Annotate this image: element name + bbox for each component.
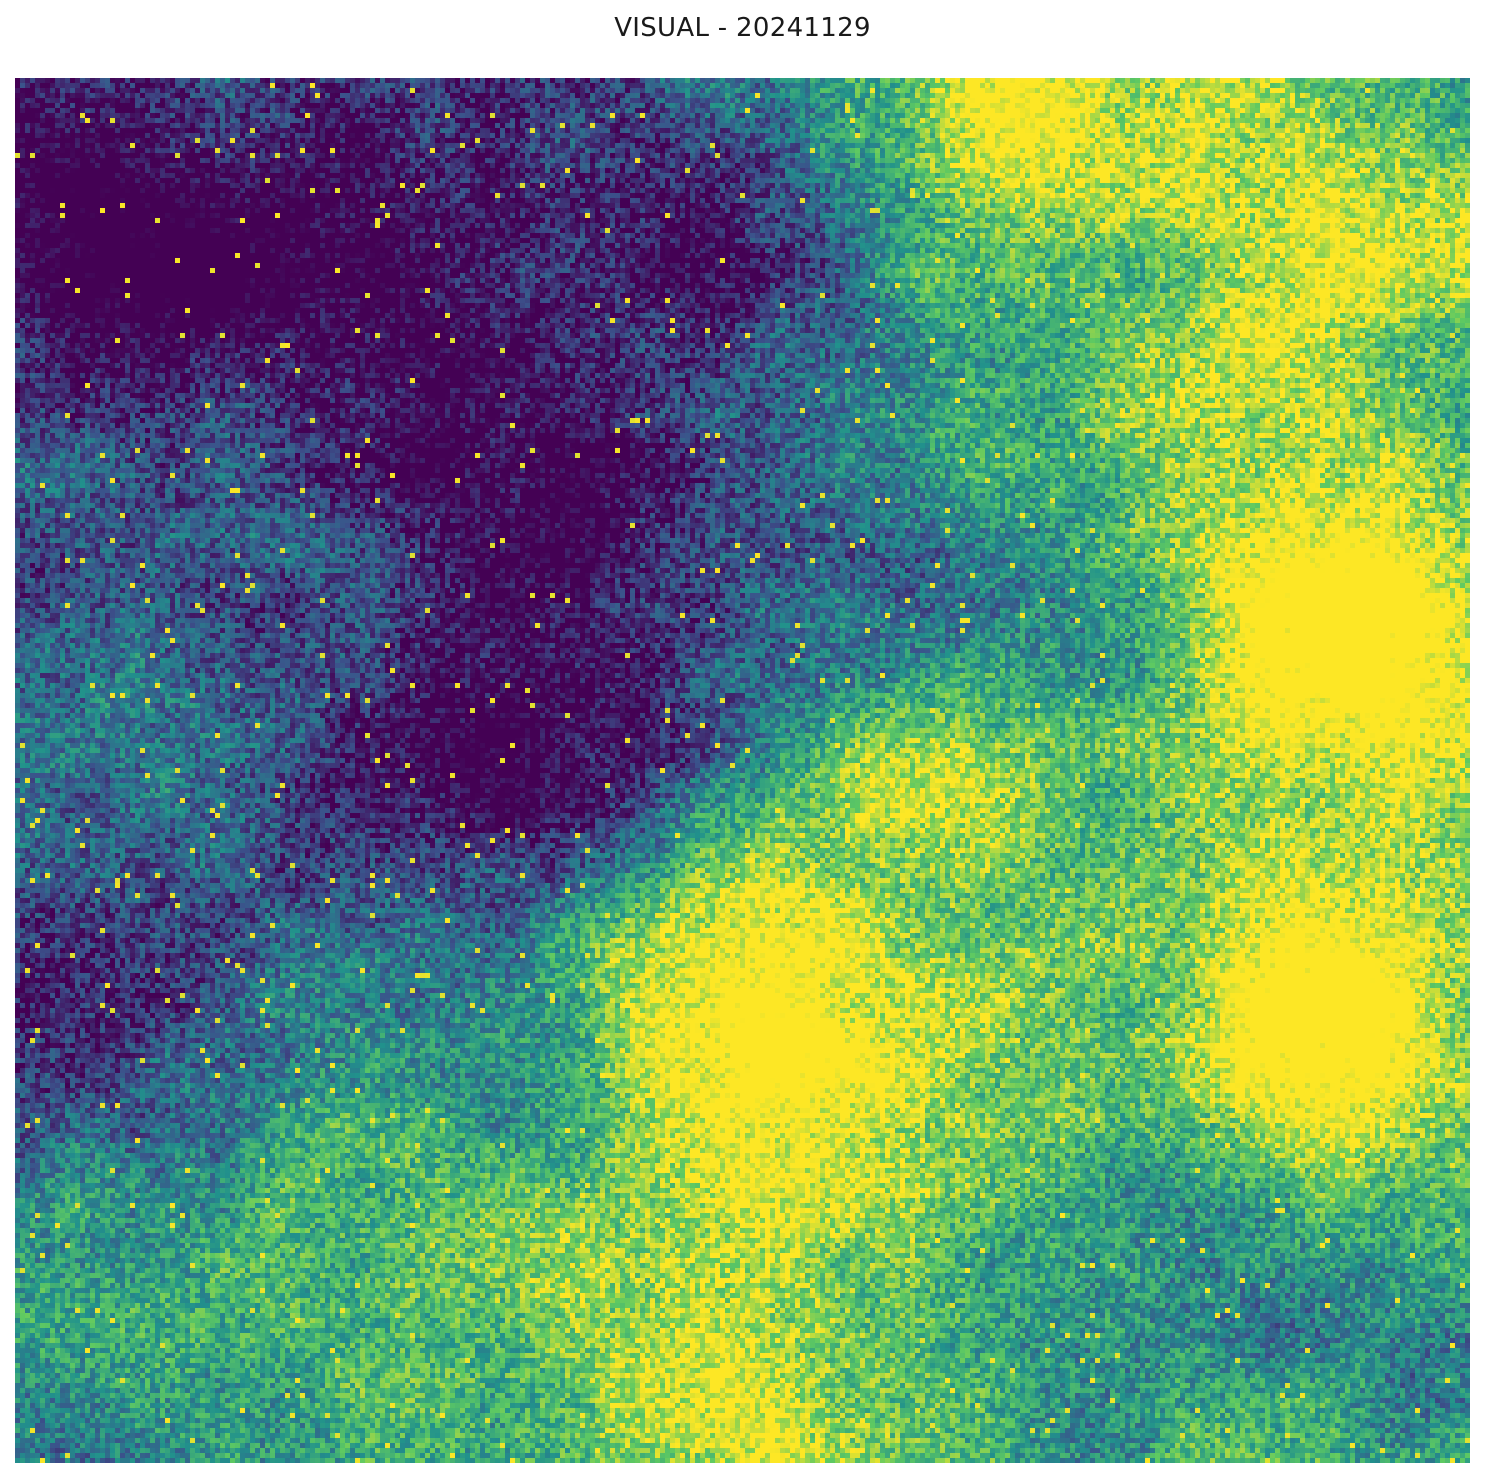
figure-title: VISUAL - 20241129 (614, 13, 871, 43)
satellite-image-panel (15, 78, 1470, 1463)
viridis-raster-image (15, 78, 1470, 1463)
